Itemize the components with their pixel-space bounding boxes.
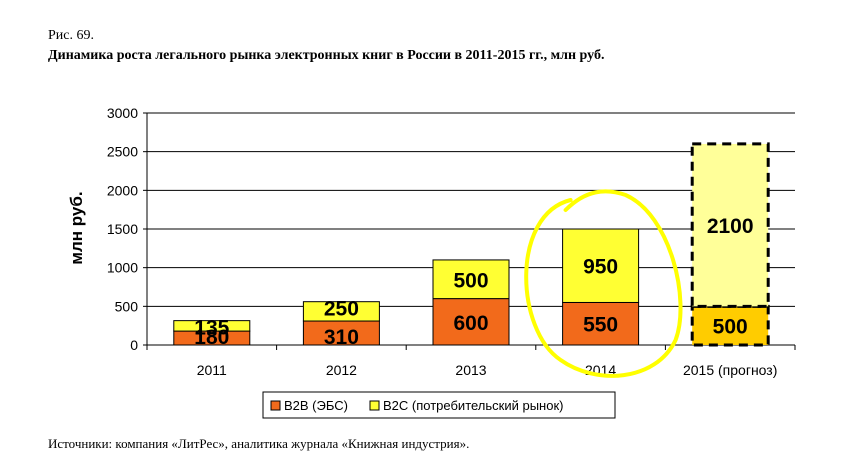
data-label: 310	[324, 326, 359, 349]
legend-box	[262, 391, 616, 419]
data-label: 180	[194, 326, 229, 349]
x-tick-label: 2011	[197, 362, 227, 378]
bar-b2b	[432, 298, 510, 346]
legend-swatch	[369, 400, 380, 411]
legend: B2B (ЭБС) B2C (потребительский рынок)	[262, 391, 616, 419]
bar-b2b	[562, 301, 640, 346]
data-label: 500	[453, 269, 488, 292]
legend-entry: B2C (потребительский рынок)	[383, 398, 563, 413]
y-tick-label: 2000	[107, 182, 138, 198]
figure-label: Рис. 69.	[48, 28, 94, 43]
x-tick-label: 2015 (прогноз)	[683, 362, 777, 378]
y-tick-label: 1500	[107, 221, 138, 237]
x-tick-label: 2012	[326, 362, 357, 378]
bar-b2c	[562, 228, 640, 303]
y-tick-label: 0	[130, 337, 138, 353]
y-tick-label: 3000	[107, 105, 138, 121]
figure-title: Динамика роста легального рынка электрон…	[48, 48, 605, 63]
x-tick-label: 2013	[455, 362, 486, 378]
source-note: Источники: компания «ЛитРес», аналитика …	[48, 436, 470, 451]
bar-b2c	[432, 259, 510, 300]
bar-b2c	[173, 320, 251, 332]
y-axis-label: млн руб.	[67, 191, 86, 264]
y-tick-label: 1000	[107, 260, 138, 276]
bar-b2c	[692, 143, 769, 307]
y-tick-label: 2500	[107, 144, 138, 160]
forecast-segment-outline	[690, 142, 770, 308]
data-label: 600	[453, 312, 488, 335]
highlight-circle	[524, 189, 683, 378]
y-tick-label: 500	[115, 298, 139, 314]
data-label: 950	[583, 256, 618, 279]
data-label: 135	[194, 317, 229, 340]
legend-swatch	[270, 400, 281, 411]
legend-entry: B2B (ЭБС)	[284, 398, 348, 413]
data-label: 2100	[707, 215, 754, 238]
bar-b2b	[692, 306, 769, 345]
data-label: 250	[324, 298, 359, 321]
data-label: 500	[713, 316, 748, 339]
bar-b2c	[302, 301, 380, 322]
data-label: 550	[583, 314, 618, 337]
